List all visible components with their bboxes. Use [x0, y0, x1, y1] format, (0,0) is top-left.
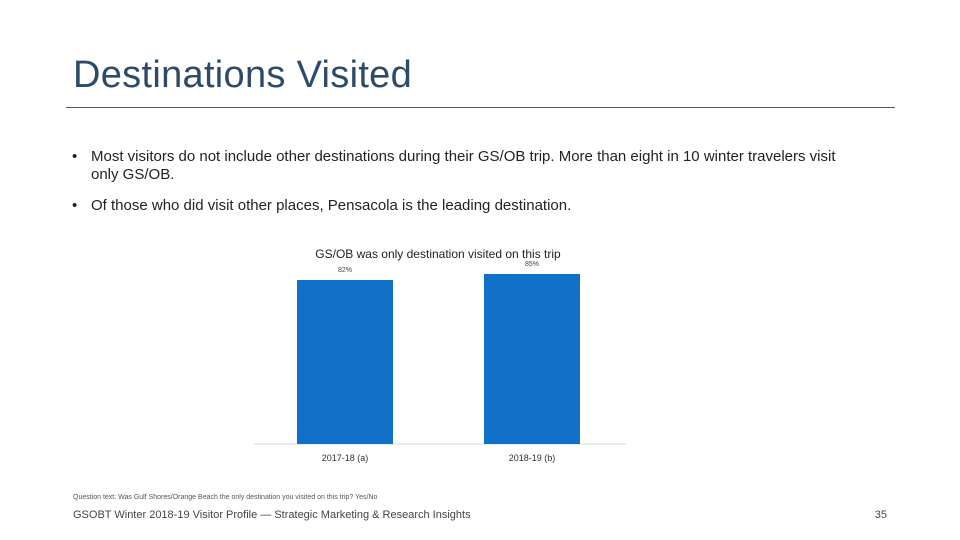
- question-footnote: Question text: Was Gulf Shores/Orange Be…: [73, 494, 378, 501]
- bullet-list: Most visitors do not include other desti…: [72, 148, 852, 228]
- category-label: 2017-18 (a): [322, 453, 369, 463]
- bullet-item: Of those who did visit other places, Pen…: [72, 197, 852, 215]
- data-label: 85%: [525, 261, 539, 268]
- bar-chart: GS/OB was only destination visited on th…: [254, 247, 626, 463]
- data-label: 82%: [338, 267, 352, 274]
- bars-layer: 82% 2017-18 (a) 85% 2018-19 (b): [297, 261, 580, 463]
- bar-b: [484, 274, 580, 444]
- footer-text: GSOBT Winter 2018-19 Visitor Profile — S…: [73, 509, 471, 521]
- chart-title: GS/OB was only destination visited on th…: [315, 247, 561, 261]
- category-label: 2018-19 (b): [509, 453, 556, 463]
- slide-title: Destinations Visited: [73, 54, 413, 96]
- bar-a: [297, 280, 393, 444]
- title-divider: [66, 107, 895, 108]
- bullet-item: Most visitors do not include other desti…: [72, 148, 852, 184]
- page-number: 35: [874, 509, 887, 521]
